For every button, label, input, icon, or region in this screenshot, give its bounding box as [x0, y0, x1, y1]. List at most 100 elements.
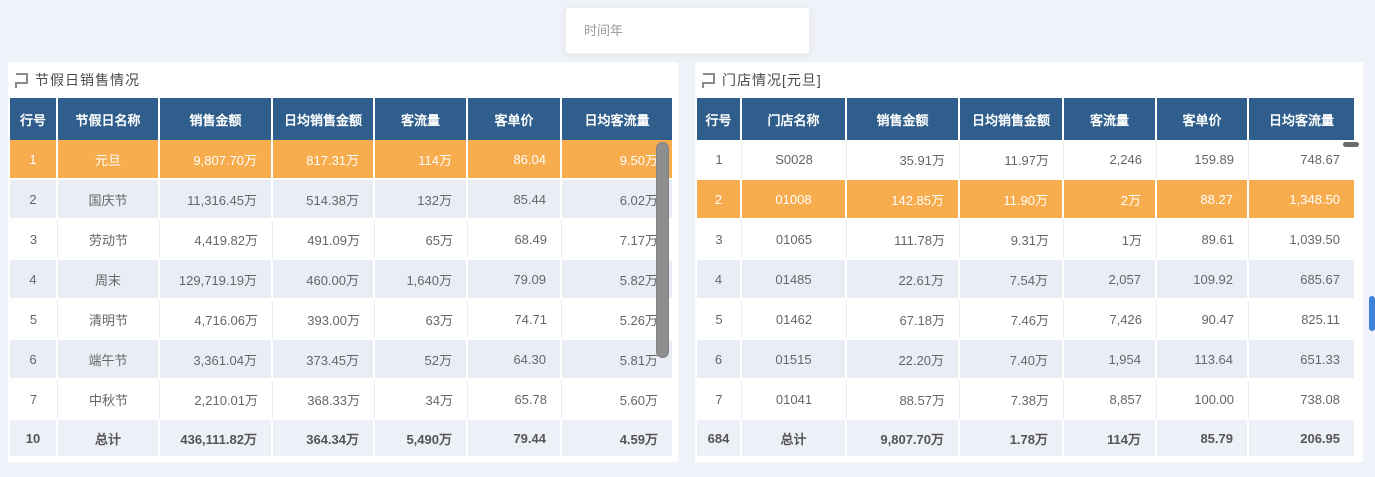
vertical-scrollbar-thumb[interactable]: [656, 142, 669, 358]
cell[interactable]: 6: [10, 340, 58, 380]
cell[interactable]: 7.54万: [960, 260, 1064, 300]
cell[interactable]: 79.09: [468, 260, 562, 300]
table-row[interactable]: 1 S0028 35.91万 11.97万 2,246 159.89 748.67: [697, 140, 1354, 180]
cell[interactable]: 64.30: [468, 340, 562, 380]
cell[interactable]: 端午节: [58, 340, 160, 380]
cell[interactable]: 748.67: [1249, 140, 1354, 180]
cell[interactable]: 5: [10, 300, 58, 340]
cell[interactable]: 4: [10, 260, 58, 300]
cell[interactable]: 11,316.45万: [160, 180, 273, 220]
cell[interactable]: 7.40万: [960, 340, 1064, 380]
cell[interactable]: 5.82万: [562, 260, 672, 300]
cell[interactable]: 1: [697, 140, 742, 180]
cell[interactable]: 2: [697, 180, 742, 220]
cell[interactable]: 393.00万: [273, 300, 375, 340]
time-filter-input[interactable]: [566, 22, 805, 39]
cell[interactable]: 74.71: [468, 300, 562, 340]
cell[interactable]: 6: [697, 340, 742, 380]
cell[interactable]: 114万: [375, 140, 468, 180]
cell[interactable]: 35.91万: [847, 140, 960, 180]
cell[interactable]: 86.04: [468, 140, 562, 180]
cell[interactable]: 88.57万: [847, 380, 960, 420]
cell[interactable]: 2万: [1064, 180, 1157, 220]
cell[interactable]: 01008: [742, 180, 847, 220]
page-scrollbar-thumb[interactable]: [1369, 296, 1375, 331]
cell[interactable]: 4,716.06万: [160, 300, 273, 340]
cell[interactable]: 2,057: [1064, 260, 1157, 300]
table-row[interactable]: 4 周末 129,719.19万 460.00万 1,640万 79.09 5.82万: [10, 260, 672, 300]
cell[interactable]: 5.60万: [562, 380, 672, 420]
cell[interactable]: 1,039.50: [1249, 220, 1354, 260]
cell[interactable]: 9.31万: [960, 220, 1064, 260]
cell[interactable]: 5.26万: [562, 300, 672, 340]
cell[interactable]: 67.18万: [847, 300, 960, 340]
cell[interactable]: 7.17万: [562, 220, 672, 260]
cell[interactable]: 01462: [742, 300, 847, 340]
cell[interactable]: 111.78万: [847, 220, 960, 260]
cell[interactable]: 5.81万: [562, 340, 672, 380]
cell[interactable]: 738.08: [1249, 380, 1354, 420]
cell[interactable]: 651.33: [1249, 340, 1354, 380]
cell[interactable]: 22.61万: [847, 260, 960, 300]
cell[interactable]: 7,426: [1064, 300, 1157, 340]
table-row[interactable]: 7 01041 88.57万 7.38万 8,857 100.00 738.08: [697, 380, 1354, 420]
cell[interactable]: 2,210.01万: [160, 380, 273, 420]
table-row[interactable]: 7 中秋节 2,210.01万 368.33万 34万 65.78 5.60万: [10, 380, 672, 420]
cell[interactable]: 01515: [742, 340, 847, 380]
cell[interactable]: 6.02万: [562, 180, 672, 220]
cell[interactable]: 9,807.70万: [160, 140, 273, 180]
cell[interactable]: S0028: [742, 140, 847, 180]
cell[interactable]: 491.09万: [273, 220, 375, 260]
cell[interactable]: 3: [10, 220, 58, 260]
cell[interactable]: 周末: [58, 260, 160, 300]
cell[interactable]: 7.38万: [960, 380, 1064, 420]
cell[interactable]: 4,419.82万: [160, 220, 273, 260]
table-row[interactable]: 1 元旦 9,807.70万 817.31万 114万 86.04 9.50万: [10, 140, 672, 180]
cell[interactable]: 1,640万: [375, 260, 468, 300]
cell[interactable]: 9.50万: [562, 140, 672, 180]
cell[interactable]: 90.47: [1157, 300, 1249, 340]
table-row[interactable]: 4 01485 22.61万 7.54万 2,057 109.92 685.67: [697, 260, 1354, 300]
cell[interactable]: 132万: [375, 180, 468, 220]
cell[interactable]: 01485: [742, 260, 847, 300]
cell[interactable]: 1,348.50: [1249, 180, 1354, 220]
cell[interactable]: 514.38万: [273, 180, 375, 220]
cell[interactable]: 清明节: [58, 300, 160, 340]
cell[interactable]: 52万: [375, 340, 468, 380]
cell[interactable]: 460.00万: [273, 260, 375, 300]
table-row[interactable]: 3 01065 111.78万 9.31万 1万 89.61 1,039.50: [697, 220, 1354, 260]
cell[interactable]: 8,857: [1064, 380, 1157, 420]
cell[interactable]: 7: [697, 380, 742, 420]
cell[interactable]: 88.27: [1157, 180, 1249, 220]
table-row[interactable]: 6 01515 22.20万 7.40万 1,954 113.64 651.33: [697, 340, 1354, 380]
table-row[interactable]: 2 01008 142.85万 11.90万 2万 88.27 1,348.50: [697, 180, 1354, 220]
cell[interactable]: 1,954: [1064, 340, 1157, 380]
cell[interactable]: 1万: [1064, 220, 1157, 260]
table-row[interactable]: 6 端午节 3,361.04万 373.45万 52万 64.30 5.81万: [10, 340, 672, 380]
cell[interactable]: 1: [10, 140, 58, 180]
cell[interactable]: 142.85万: [847, 180, 960, 220]
cell[interactable]: 3: [697, 220, 742, 260]
cell[interactable]: 元旦: [58, 140, 160, 180]
table-row[interactable]: 5 01462 67.18万 7.46万 7,426 90.47 825.11: [697, 300, 1354, 340]
cell[interactable]: 109.92: [1157, 260, 1249, 300]
cell[interactable]: 22.20万: [847, 340, 960, 380]
cell[interactable]: 2,246: [1064, 140, 1157, 180]
collapsed-scrollbar-thumb[interactable]: [1343, 142, 1359, 147]
cell[interactable]: 11.90万: [960, 180, 1064, 220]
cell[interactable]: 373.45万: [273, 340, 375, 380]
cell[interactable]: 7.46万: [960, 300, 1064, 340]
cell[interactable]: 7: [10, 380, 58, 420]
cell[interactable]: 65万: [375, 220, 468, 260]
cell[interactable]: 825.11: [1249, 300, 1354, 340]
cell[interactable]: 34万: [375, 380, 468, 420]
cell[interactable]: 89.61: [1157, 220, 1249, 260]
cell[interactable]: 01041: [742, 380, 847, 420]
cell[interactable]: 5: [697, 300, 742, 340]
cell[interactable]: 中秋节: [58, 380, 160, 420]
cell[interactable]: 4: [697, 260, 742, 300]
cell[interactable]: 159.89: [1157, 140, 1249, 180]
cell[interactable]: 129,719.19万: [160, 260, 273, 300]
cell[interactable]: 85.44: [468, 180, 562, 220]
cell[interactable]: 65.78: [468, 380, 562, 420]
